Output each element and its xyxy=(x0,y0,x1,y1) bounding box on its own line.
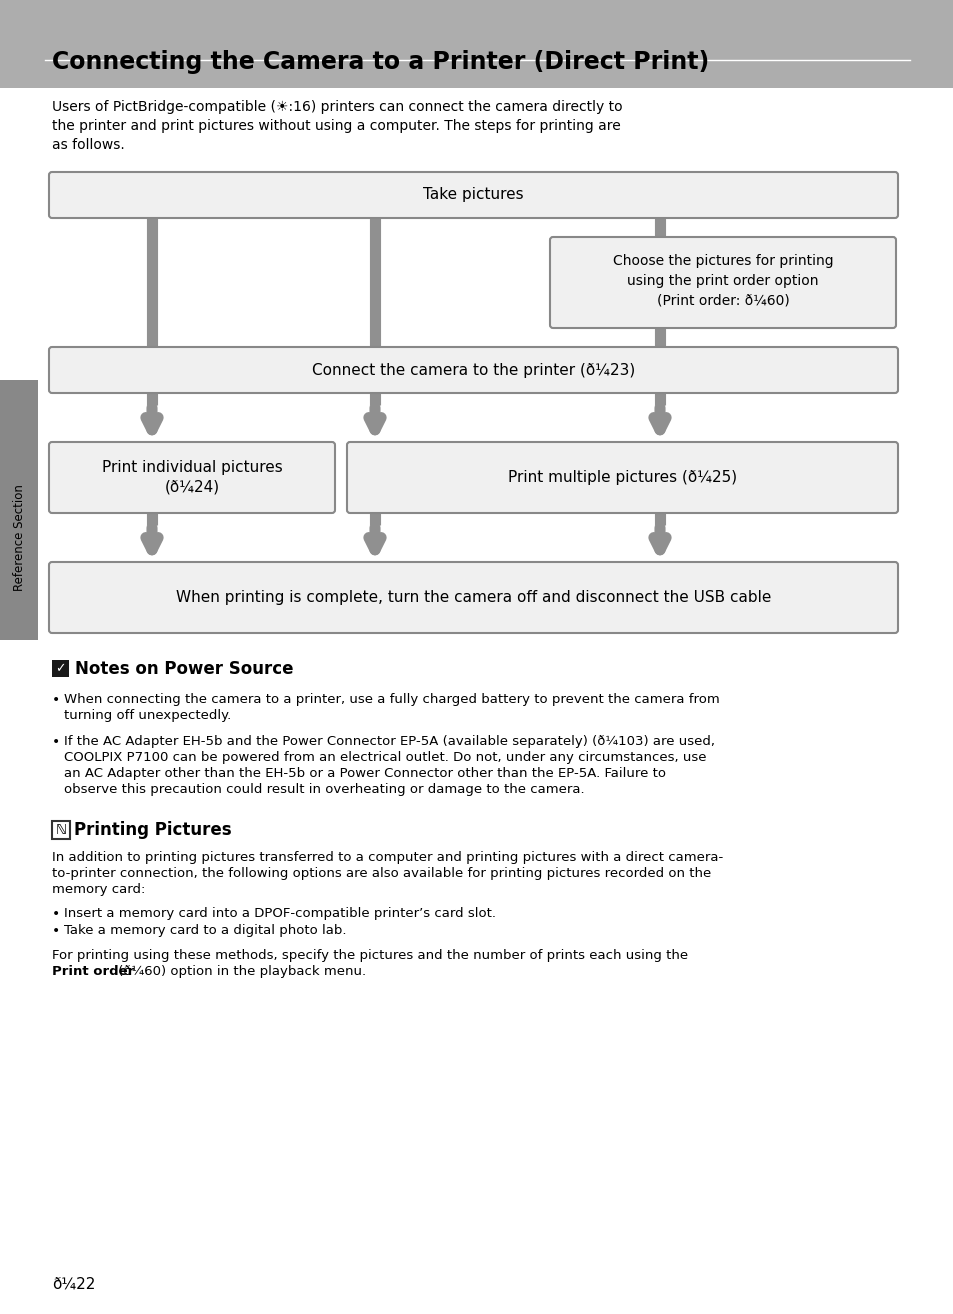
Text: Reference Section: Reference Section xyxy=(13,484,27,591)
Text: •: • xyxy=(52,692,60,707)
Text: (ð¼24): (ð¼24) xyxy=(164,480,219,495)
Text: ð¼22: ð¼22 xyxy=(52,1277,95,1292)
Text: Users of PictBridge-compatible (☀:16) printers can connect the camera directly t: Users of PictBridge-compatible (☀:16) pr… xyxy=(52,100,622,114)
Text: •: • xyxy=(52,907,60,921)
Text: Print order: Print order xyxy=(52,964,134,978)
Text: Choose the pictures for printing: Choose the pictures for printing xyxy=(612,254,832,268)
Text: an AC Adapter other than the EH-5b or a Power Connector other than the EP-5A. Fa: an AC Adapter other than the EH-5b or a … xyxy=(64,767,665,781)
Text: In addition to printing pictures transferred to a computer and printing pictures: In addition to printing pictures transfe… xyxy=(52,851,722,865)
Bar xyxy=(52,660,69,677)
FancyBboxPatch shape xyxy=(49,347,897,393)
Text: ✓: ✓ xyxy=(55,662,66,675)
Text: Notes on Power Source: Notes on Power Source xyxy=(75,660,294,678)
Text: Take a memory card to a digital photo lab.: Take a memory card to a digital photo la… xyxy=(64,924,346,937)
FancyBboxPatch shape xyxy=(347,442,897,512)
Text: Connecting the Camera to a Printer (Direct Print): Connecting the Camera to a Printer (Dire… xyxy=(52,50,708,74)
Text: Take pictures: Take pictures xyxy=(423,188,523,202)
Text: COOLPIX P7100 can be powered from an electrical outlet. Do not, under any circum: COOLPIX P7100 can be powered from an ele… xyxy=(64,752,706,763)
Text: (Print order: ð¼60): (Print order: ð¼60) xyxy=(656,294,788,307)
Text: Insert a memory card into a DPOF-compatible printer’s card slot.: Insert a memory card into a DPOF-compati… xyxy=(64,907,496,920)
Text: •: • xyxy=(52,735,60,749)
Text: Connect the camera to the printer (ð¼23): Connect the camera to the printer (ð¼23) xyxy=(312,363,635,377)
Text: observe this precaution could result in overheating or damage to the camera.: observe this precaution could result in … xyxy=(64,783,584,796)
Bar xyxy=(0,0,953,88)
Text: Printing Pictures: Printing Pictures xyxy=(74,821,232,840)
FancyBboxPatch shape xyxy=(49,442,335,512)
Text: memory card:: memory card: xyxy=(52,883,145,896)
Text: Print multiple pictures (ð¼25): Print multiple pictures (ð¼25) xyxy=(507,470,737,485)
Text: ℕ: ℕ xyxy=(55,823,67,837)
Text: to-printer connection, the following options are also available for printing pic: to-printer connection, the following opt… xyxy=(52,867,711,880)
Text: For printing using these methods, specify the pictures and the number of prints : For printing using these methods, specif… xyxy=(52,949,687,962)
Text: If the AC Adapter EH-5b and the Power Connector EP-5A (available separately) (ð¼: If the AC Adapter EH-5b and the Power Co… xyxy=(64,735,714,748)
Text: When connecting the camera to a printer, use a fully charged battery to prevent : When connecting the camera to a printer,… xyxy=(64,692,719,706)
Text: (ð¼60) option in the playback menu.: (ð¼60) option in the playback menu. xyxy=(113,964,366,978)
Bar xyxy=(0,380,38,640)
Text: the printer and print pictures without using a computer. The steps for printing : the printer and print pictures without u… xyxy=(52,120,620,133)
FancyBboxPatch shape xyxy=(49,172,897,218)
Text: Print individual pictures: Print individual pictures xyxy=(102,460,282,474)
Text: When printing is complete, turn the camera off and disconnect the USB cable: When printing is complete, turn the came… xyxy=(175,590,770,604)
Text: using the print order option: using the print order option xyxy=(626,275,818,288)
Text: as follows.: as follows. xyxy=(52,138,125,152)
FancyBboxPatch shape xyxy=(49,562,897,633)
Text: turning off unexpectedly.: turning off unexpectedly. xyxy=(64,710,231,721)
FancyBboxPatch shape xyxy=(52,821,70,840)
Text: •: • xyxy=(52,924,60,938)
FancyBboxPatch shape xyxy=(550,237,895,328)
